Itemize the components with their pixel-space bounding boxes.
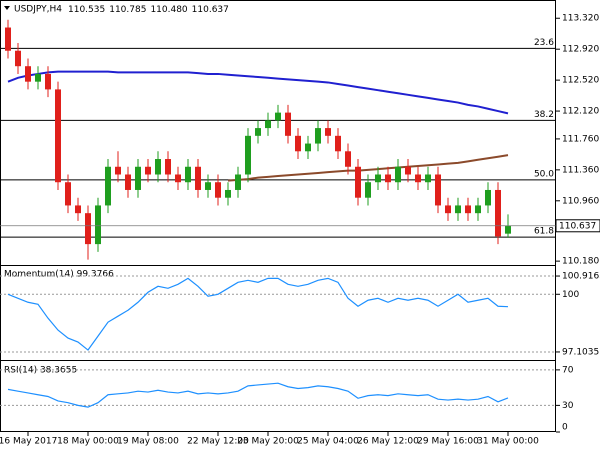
x-tick-label: 25 May 04:00 <box>297 437 359 447</box>
y-tick-label: 112.120 <box>562 107 599 117</box>
y-tick-label: 100 <box>562 290 579 300</box>
frame <box>0 0 556 432</box>
rsi-line <box>7 382 509 408</box>
candle-body <box>475 205 481 214</box>
candle-body <box>335 135 341 152</box>
x-tick-label: 19 May 08:00 <box>117 437 179 447</box>
candle-body <box>295 135 301 152</box>
candle-body <box>405 166 411 175</box>
candle-body <box>495 189 501 237</box>
price-label: 110.637 <box>559 221 596 231</box>
y-tick-label: 110.960 <box>562 196 599 206</box>
candle-body <box>505 225 511 234</box>
x-tick-label: 22 May 12:00 <box>187 437 249 447</box>
candle-body <box>85 213 91 245</box>
candle-body <box>235 174 241 190</box>
candle-body <box>265 120 271 129</box>
candle-body <box>245 135 251 175</box>
candle-body <box>415 174 421 183</box>
candle-body <box>465 205 471 214</box>
collapse-icon <box>4 6 10 10</box>
candle-body <box>285 112 291 136</box>
header-value: 110.535 <box>68 5 105 15</box>
candle-body <box>425 174 431 183</box>
y-tick-label: 113.320 <box>562 14 599 24</box>
fib-label: 38.2 <box>534 110 554 120</box>
candle-body <box>255 128 261 136</box>
candle-body <box>185 166 191 183</box>
header-value: 110.785 <box>109 5 146 15</box>
candle-body <box>375 174 381 183</box>
y-tick-label: 111.360 <box>562 165 599 175</box>
y-tick-label: 70 <box>562 365 574 375</box>
candle-body <box>215 182 221 198</box>
candle-body <box>35 73 41 82</box>
candle-body <box>485 189 491 206</box>
candle-body <box>345 151 351 167</box>
candle-body <box>65 182 71 206</box>
candle-body <box>435 174 441 206</box>
y-tick-label: 112.920 <box>562 45 599 55</box>
candle-body <box>325 128 331 136</box>
candle-body <box>15 50 21 67</box>
candle-body <box>195 166 201 190</box>
candle-body <box>225 189 231 198</box>
x-tick-label: 18 May 00:00 <box>57 437 119 447</box>
candle-body <box>95 205 101 245</box>
candle-body <box>385 174 391 183</box>
candle-body <box>25 66 31 82</box>
candle-body <box>445 205 451 214</box>
x-tick-label: 16 May 2017 <box>0 437 57 447</box>
y-tick-label: 111.760 <box>562 134 599 144</box>
candle-body <box>135 166 141 190</box>
moving-average <box>227 154 509 182</box>
candle-body <box>305 143 311 152</box>
header-value: 110.480 <box>150 5 187 15</box>
candle-body <box>5 27 11 51</box>
x-tick-label: 23 May 20:00 <box>237 437 299 447</box>
y-tick-label: 112.520 <box>562 76 599 86</box>
candle-body <box>175 174 181 183</box>
candle-body <box>45 73 51 90</box>
candle-body <box>165 159 171 175</box>
candle-body <box>395 166 401 183</box>
candle-body <box>315 128 321 144</box>
x-tick-label: 29 May 16:00 <box>417 437 479 447</box>
candle-body <box>125 174 131 190</box>
candle-body <box>145 166 151 175</box>
price-label-box <box>555 219 600 233</box>
fib-label: 23.6 <box>534 38 554 48</box>
y-tick-label: 0 <box>562 423 568 433</box>
x-tick-label: 31 May 00:00 <box>477 437 539 447</box>
candle-body <box>105 166 111 206</box>
candle-body <box>355 166 361 198</box>
rsi-title: RSI(14) 38.3655 <box>4 366 77 376</box>
chart-title: USDJPY,H4 <box>14 5 62 15</box>
moving-average <box>7 70 509 115</box>
x-tick-label: 26 May 12:00 <box>357 437 419 447</box>
momentum-line <box>7 277 509 351</box>
candle-body <box>55 89 61 183</box>
candle-body <box>365 182 371 198</box>
candle-body <box>115 166 121 175</box>
y-tick-label: 97.1035 <box>562 347 599 357</box>
y-tick-label: 100.9163 <box>562 272 600 282</box>
candle-body <box>455 205 461 214</box>
fib-label: 61.8 <box>534 227 554 237</box>
candle-body <box>205 182 211 190</box>
y-tick-label: 110.180 <box>562 257 599 267</box>
fib-label: 50.0 <box>534 169 554 179</box>
momentum-title: Momentum(14) 99.3766 <box>4 270 114 280</box>
y-tick-label: 30 <box>562 401 574 411</box>
header-values: 110.535 110.785 110.480 110.637 <box>68 5 229 15</box>
candle-body <box>155 159 161 175</box>
header-value: 110.637 <box>192 5 229 15</box>
candle-body <box>75 205 81 214</box>
candle-body <box>275 112 281 121</box>
